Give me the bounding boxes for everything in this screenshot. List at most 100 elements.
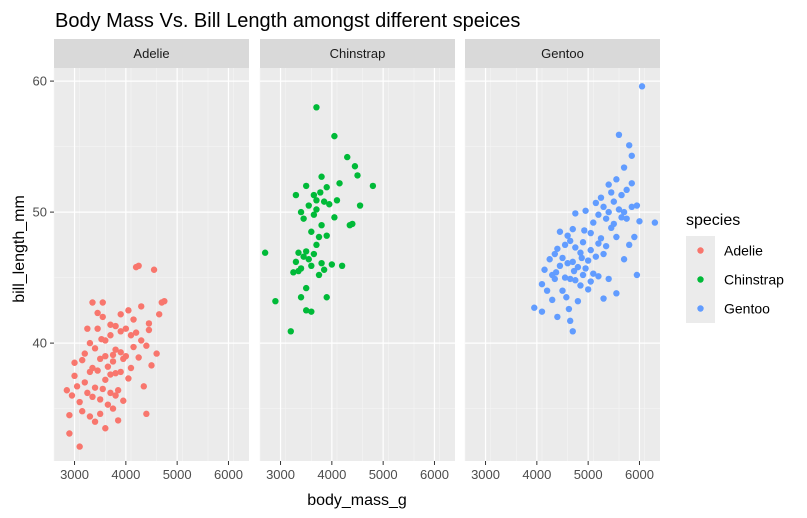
data-point-adelie [148,362,155,369]
data-point-adelie [143,410,150,418]
data-point-chinstrap [351,163,359,170]
data-point-gentoo [569,258,576,266]
data-point-chinstrap [302,307,310,314]
data-point-gentoo [582,265,589,272]
data-point-adelie [130,343,137,351]
data-point-adelie [94,367,101,374]
data-point-chinstrap [297,208,305,216]
data-point-gentoo [605,181,612,188]
data-point-gentoo [608,189,615,196]
facet-panel-chinstrap: Chinstrap 3000 4000 5000 6000 [259,39,455,482]
data-point-adelie [89,299,96,306]
legend-key-point [697,276,704,283]
legend-key-point [697,305,704,312]
y-tick-label: 60 [33,74,47,89]
data-point-chinstrap [326,201,333,208]
data-point-adelie [102,425,109,432]
data-point-chinstrap [302,284,310,292]
data-point-adelie [125,307,132,314]
y-tick-label: 40 [33,336,47,351]
data-point-adelie [104,363,112,370]
data-point-adelie [99,299,106,306]
data-point-adelie [96,355,104,363]
x-tick-label: 5000 [574,467,603,482]
data-point-gentoo [577,249,584,256]
data-point-gentoo [554,245,561,252]
data-point-chinstrap [318,173,325,180]
data-point-adelie [94,309,101,317]
data-point-adelie [127,364,135,372]
data-point-gentoo [538,280,546,288]
data-point-gentoo [565,305,573,313]
data-point-adelie [107,389,114,397]
chart-title: Body Mass Vs. Bill Length amongst differ… [55,10,520,32]
data-point-gentoo [577,282,584,289]
data-point-chinstrap [315,233,323,241]
data-point-chinstrap [333,197,341,204]
x-tick-label: 6000 [214,467,243,482]
data-point-gentoo [618,191,625,199]
legend: species Adelie Chinstrap Gentoo [686,212,784,323]
facet-panel-adelie: Adelie 3000 4000 5000 6000 [53,39,249,482]
data-point-adelie [130,316,137,323]
data-point-gentoo [572,210,579,217]
data-point-adelie [79,408,86,415]
data-point-adelie [107,371,114,378]
data-point-chinstrap [320,198,328,205]
facet-strip [54,39,249,68]
data-point-adelie [86,339,94,347]
data-point-adelie [66,430,73,437]
data-point-gentoo [636,218,643,225]
data-point-gentoo [564,232,571,239]
data-point-chinstrap [323,294,330,301]
y-tick-label: 50 [33,205,47,220]
data-point-adelie [86,413,94,420]
data-point-gentoo [541,266,548,273]
data-point-adelie [117,328,124,335]
data-point-adelie [112,370,119,377]
y-axis-title: bill_length_mm [11,195,28,303]
data-point-gentoo [574,297,582,305]
data-point-adelie [125,375,132,382]
data-point-adelie [81,379,88,386]
data-point-chinstrap [308,308,315,315]
data-point-gentoo [543,287,551,294]
data-point-adelie [71,359,78,366]
data-point-gentoo [638,83,646,90]
data-point-gentoo [587,229,594,237]
data-point-gentoo [595,273,602,280]
data-point-gentoo [631,233,638,241]
data-point-chinstrap [305,202,312,209]
data-point-gentoo [592,199,600,207]
data-point-adelie [89,364,96,372]
data-point-adelie [143,342,150,349]
data-point-gentoo [554,313,561,321]
data-point-adelie [155,311,163,318]
data-point-gentoo [552,269,560,276]
data-point-adelie [73,383,81,390]
x-tick-label: 6000 [420,467,449,482]
legend-item-gentoo: Gentoo [686,294,770,323]
data-point-gentoo [566,317,574,325]
data-point-chinstrap [292,191,300,199]
data-point-adelie [150,266,158,273]
data-point-adelie [94,325,101,332]
panel-background [260,68,455,461]
data-point-adelie [109,358,117,365]
data-point-adelie [109,351,117,359]
data-point-chinstrap [338,262,346,270]
data-point-gentoo [569,328,576,335]
data-point-gentoo [559,254,566,262]
data-point-gentoo [561,274,569,281]
data-point-adelie [76,398,83,406]
x-tick-label: 3000 [60,467,89,482]
data-point-adelie [114,417,122,424]
data-point-gentoo [605,275,612,283]
data-point-chinstrap [302,248,310,255]
data-point-adelie [96,396,104,403]
data-point-adelie [112,322,119,330]
data-point-adelie [81,350,88,357]
data-point-gentoo [584,286,592,293]
data-point-gentoo [549,296,556,304]
data-point-gentoo [610,198,618,205]
